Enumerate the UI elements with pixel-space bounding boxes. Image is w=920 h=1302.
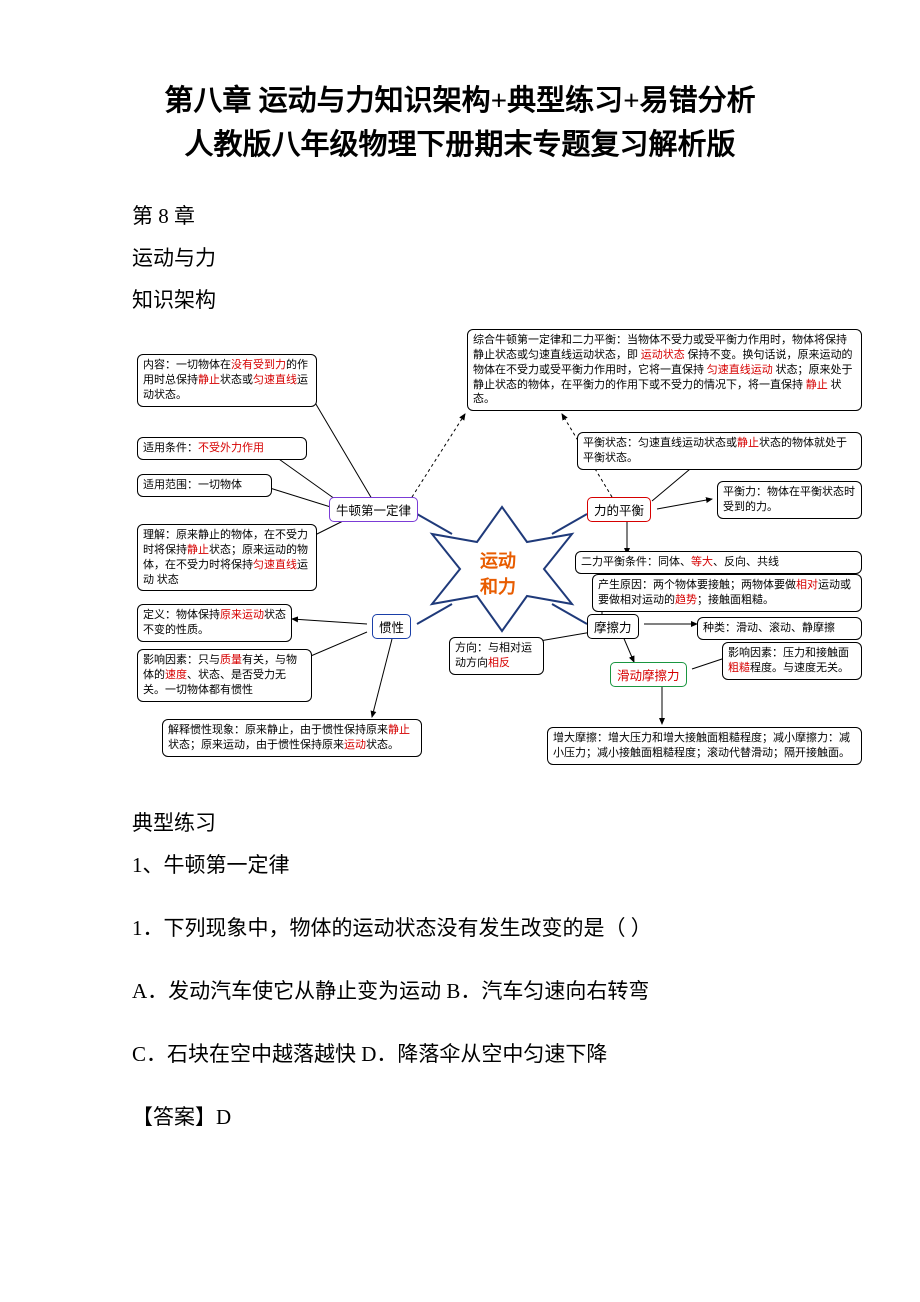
node-inertia: 惯性	[372, 614, 411, 639]
subject-label: 运动与力	[132, 237, 830, 279]
q1-options-ab: A．发动汽车使它从静止变为运动 B．汽车匀速向右转弯	[132, 970, 830, 1012]
box-kinds: 种类：滑动、滚动、静摩擦	[697, 617, 862, 640]
chapter-label: 第 8 章	[132, 195, 830, 237]
section-exercises: 典型练习	[132, 802, 830, 844]
section-knowledge: 知识架构	[132, 279, 830, 321]
box-range: 适用范围：一切物体	[137, 474, 272, 497]
box-balance-state: 平衡状态：匀速直线运动状态或静止状态的物体就处于平衡状态。	[577, 432, 862, 470]
box-friction-factor: 影响因素：压力和接触面粗糙程度。与速度无关。	[722, 642, 862, 680]
box-condition: 适用条件：不受外力作用	[137, 437, 307, 460]
node-newton: 牛顿第一定律	[329, 497, 418, 522]
center-label: 运动 和力	[480, 547, 516, 599]
box-change-friction: 增大摩擦：增大压力和增大接触面粗糙程度；减小摩擦力：减小压力；减小接触面粗糙程度…	[547, 727, 862, 765]
node-friction: 摩擦力	[587, 614, 639, 639]
node-sliding-friction: 滑动摩擦力	[610, 662, 687, 687]
q1-stem: 1．下列现象中，物体的运动状态没有发生改变的是（ ）	[132, 907, 830, 949]
page-title: 第八章 运动与力知识架构+典型练习+易错分析 人教版八年级物理下册期末专题复习解…	[90, 80, 830, 167]
box-direction: 方向：与相对运动方向相反	[449, 637, 544, 675]
box-cause: 产生原因：两个物体要接触；两物体要做相对运动或要做相对运动的趋势；接触面粗糙。	[592, 574, 862, 612]
box-understanding: 理解：原来静止的物体，在不受力时将保持静止状态；原来运动的物体，在不受力时将保持…	[137, 524, 317, 591]
title-line1: 第八章 运动与力知识架构+典型练习+易错分析	[164, 85, 755, 117]
box-content: 内容：一切物体在没有受到力的作用时总保持静止状态或匀速直线运动状态。	[137, 354, 317, 407]
box-two-balance: 二力平衡条件：同体、等大、反向、共线	[575, 551, 862, 574]
knowledge-diagram: 运动 和力 综合牛顿第一定律和二力平衡：当物体不受力或受平衡力作用时，物体将保持…	[132, 329, 872, 794]
q1-answer: 【答案】D	[132, 1096, 830, 1138]
box-balance-force: 平衡力：物体在平衡状态时受到的力。	[717, 481, 862, 519]
node-balance: 力的平衡	[587, 497, 651, 522]
box-factor: 影响因素：只与质量有关，与物体的速度、状态、是否受力无关。一切物体都有惯性	[137, 649, 312, 702]
box-definition: 定义：物体保持原来运动状态不变的性质。	[137, 604, 292, 642]
topic-newton: 1、牛顿第一定律	[132, 844, 830, 886]
box-summary: 综合牛顿第一定律和二力平衡：当物体不受力或受平衡力作用时，物体将保持静止状态或匀…	[467, 329, 862, 411]
q1-options-cd: C．石块在空中越落越快 D．降落伞从空中匀速下降	[132, 1033, 830, 1075]
title-line2: 人教版八年级物理下册期末专题复习解析版	[184, 129, 735, 161]
box-explain: 解释惯性现象：原来静止，由于惯性保持原来静止状态；原来运动，由于惯性保持原来运动…	[162, 719, 422, 757]
